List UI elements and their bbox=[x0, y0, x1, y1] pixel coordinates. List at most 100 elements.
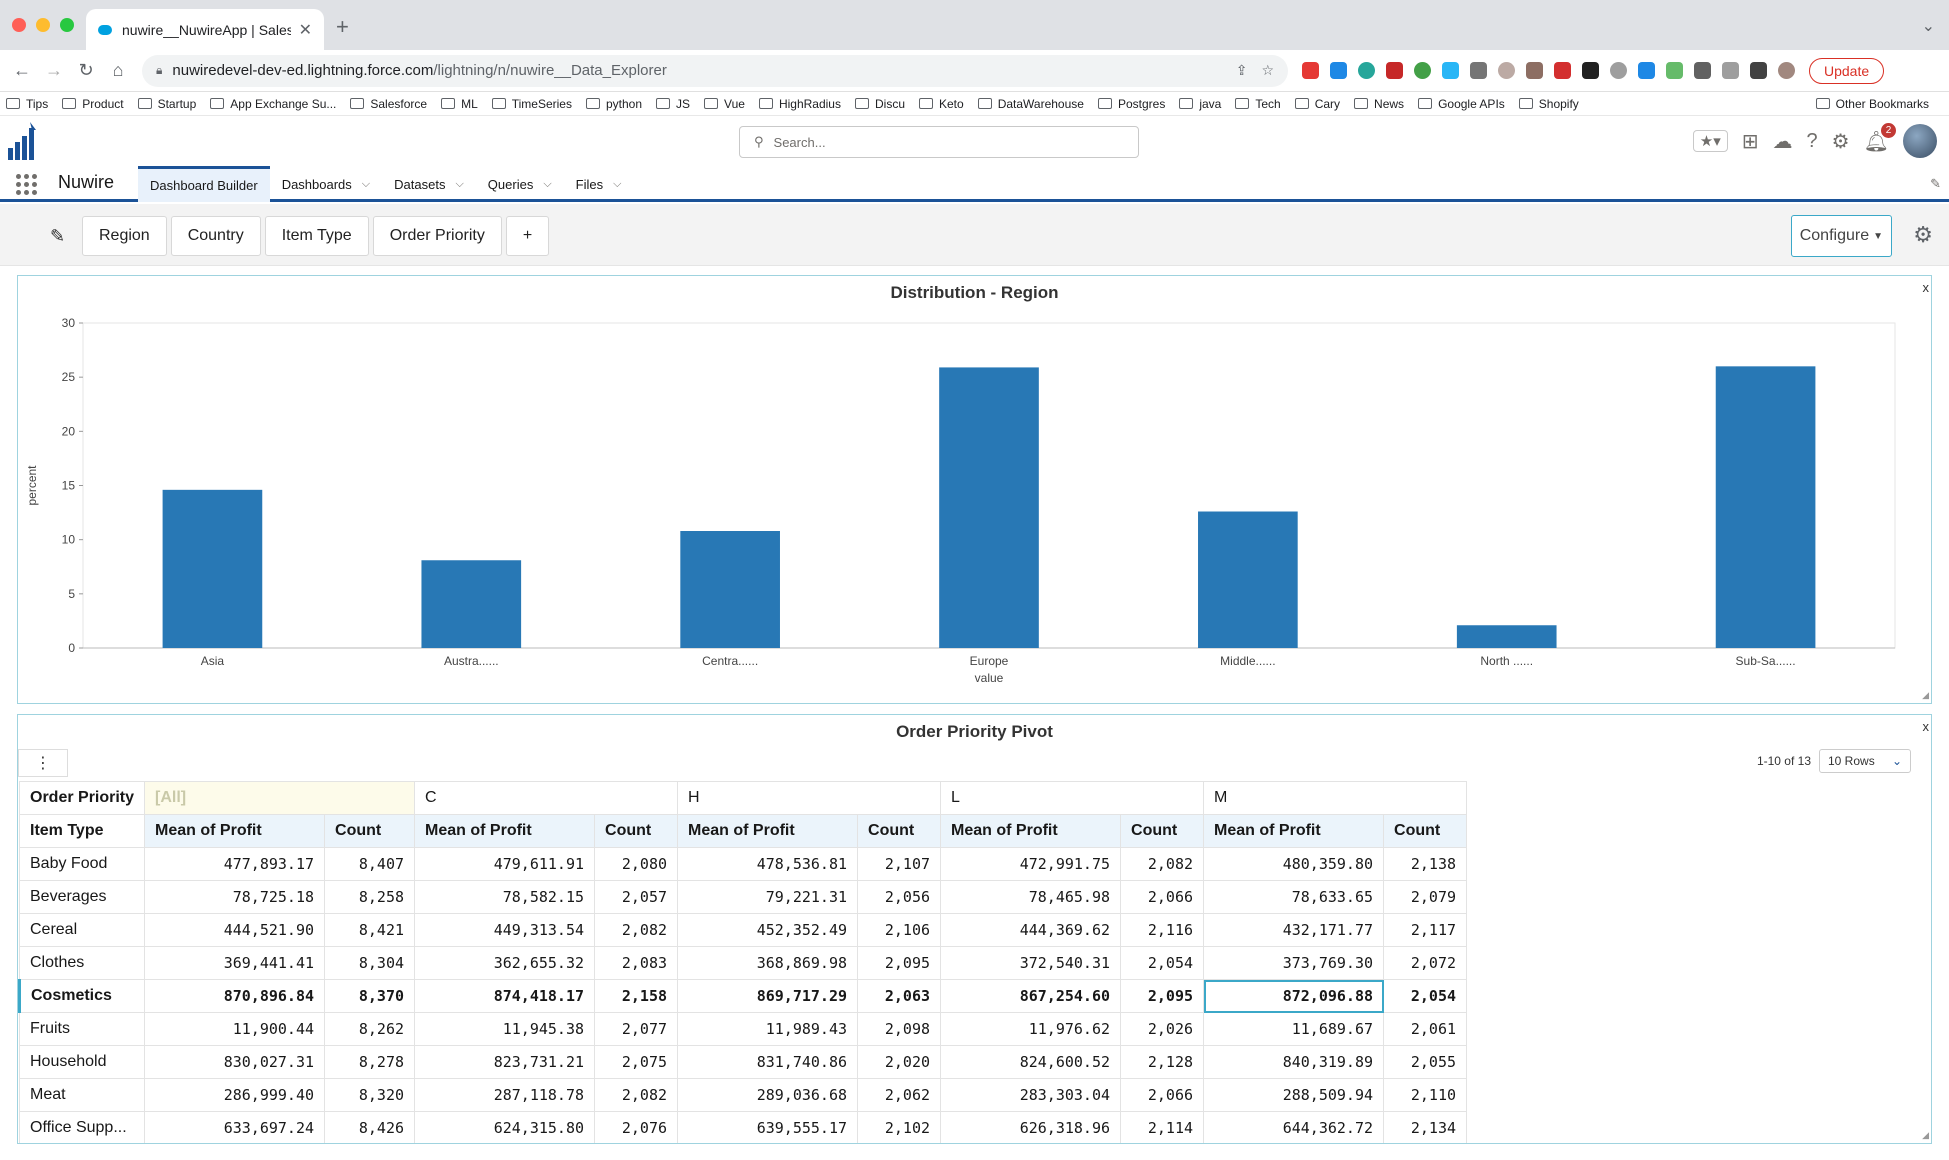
bookmark-item[interactable]: Discu bbox=[854, 97, 905, 111]
filter-button-order-priority[interactable]: Order Priority bbox=[372, 216, 502, 256]
add-filter-button[interactable]: + bbox=[505, 216, 550, 256]
measure-header-count[interactable]: Count bbox=[1383, 814, 1468, 848]
bookmark-item[interactable]: Postgres bbox=[1097, 97, 1165, 111]
column-group-header[interactable]: H bbox=[677, 781, 942, 815]
table-cell[interactable]: 872,096.88 bbox=[1203, 979, 1385, 1013]
row-label-cell[interactable]: Baby Food bbox=[18, 847, 146, 881]
table-cell[interactable]: 2,158 bbox=[594, 979, 679, 1013]
extension-icon[interactable] bbox=[1386, 62, 1403, 79]
table-cell[interactable]: 870,896.84 bbox=[144, 979, 326, 1013]
measure-header-mean-profit[interactable]: Mean of Profit bbox=[940, 814, 1122, 848]
table-cell[interactable]: 2,076 bbox=[594, 1111, 679, 1143]
table-cell[interactable]: 633,697.24 bbox=[144, 1111, 326, 1143]
measure-header-count[interactable]: Count bbox=[1120, 814, 1205, 848]
edit-pencil-icon[interactable]: ✎ bbox=[50, 226, 66, 246]
table-cell[interactable]: 452,352.49 bbox=[677, 913, 859, 947]
measure-header-count[interactable]: Count bbox=[594, 814, 679, 848]
table-cell[interactable]: 287,118.78 bbox=[414, 1078, 596, 1112]
table-cell[interactable]: 869,717.29 bbox=[677, 979, 859, 1013]
bookmark-item[interactable]: java bbox=[1179, 97, 1221, 111]
bookmark-item[interactable]: News bbox=[1354, 97, 1404, 111]
nav-tab-dashboards[interactable]: Dashboards ⌵ bbox=[270, 166, 382, 202]
table-cell[interactable]: 289,036.68 bbox=[677, 1078, 859, 1112]
setup-gear-icon[interactable]: ⚙ bbox=[1831, 130, 1850, 153]
new-tab-icon[interactable]: + bbox=[336, 14, 349, 39]
table-cell[interactable]: 478,536.81 bbox=[677, 847, 859, 881]
table-cell[interactable]: 2,054 bbox=[1120, 946, 1205, 980]
table-cell[interactable]: 8,262 bbox=[324, 1012, 416, 1046]
table-cell[interactable]: 2,079 bbox=[1383, 880, 1468, 914]
minimize-window-button[interactable] bbox=[36, 18, 50, 32]
adblock-icon[interactable] bbox=[1302, 62, 1319, 79]
favorites-star-icon[interactable]: ★▾ bbox=[1692, 130, 1728, 152]
extension-icon[interactable] bbox=[1526, 62, 1543, 79]
table-row[interactable]: Cereal 444,521.90 8,421 449,313.54 2,082 452,… bbox=[18, 913, 1468, 947]
table-cell[interactable]: 8,320 bbox=[324, 1078, 416, 1112]
bookmark-item[interactable]: DataWarehouse bbox=[977, 97, 1084, 111]
table-cell[interactable]: 362,655.32 bbox=[414, 946, 596, 980]
table-cell[interactable]: 2,026 bbox=[1120, 1012, 1205, 1046]
table-cell[interactable]: 2,055 bbox=[1383, 1045, 1468, 1079]
table-cell[interactable]: 2,095 bbox=[1120, 979, 1205, 1013]
table-cell[interactable]: 824,600.52 bbox=[940, 1045, 1122, 1079]
table-cell[interactable]: 2,102 bbox=[857, 1111, 942, 1143]
extension-icon[interactable] bbox=[1470, 62, 1487, 79]
extension-icon[interactable] bbox=[1666, 62, 1683, 79]
table-cell[interactable]: 2,063 bbox=[857, 979, 942, 1013]
table-cell[interactable]: 2,077 bbox=[594, 1012, 679, 1046]
user-avatar[interactable] bbox=[1903, 124, 1937, 158]
share-icon[interactable]: ⇪ bbox=[1235, 62, 1248, 78]
table-cell[interactable]: 2,107 bbox=[857, 847, 942, 881]
table-cell[interactable]: 286,999.40 bbox=[144, 1078, 326, 1112]
bookmark-item[interactable]: App Exchange Su... bbox=[210, 97, 336, 111]
table-cell[interactable]: 2,020 bbox=[857, 1045, 942, 1079]
filter-button-item-type[interactable]: Item Type bbox=[264, 216, 369, 256]
bookmark-item[interactable]: Keto bbox=[919, 97, 964, 111]
table-row[interactable]: Household 830,027.31 8,278 823,731.21 2,075 8… bbox=[18, 1045, 1468, 1079]
column-group-header[interactable]: L bbox=[940, 781, 1205, 815]
table-cell[interactable]: 11,976.62 bbox=[940, 1012, 1122, 1046]
table-row[interactable]: Meat 286,999.40 8,320 287,118.78 2,082 289,03… bbox=[18, 1078, 1468, 1112]
table-cell[interactable]: 823,731.21 bbox=[414, 1045, 596, 1079]
table-cell[interactable]: 78,725.18 bbox=[144, 880, 326, 914]
bookmark-item[interactable]: Tech bbox=[1235, 97, 1281, 111]
nav-tab-files[interactable]: Files ⌵ bbox=[564, 166, 634, 202]
extension-icon[interactable] bbox=[1582, 62, 1599, 79]
global-search-input[interactable]: ⚲ Search... bbox=[739, 126, 1139, 158]
notifications-bell-icon[interactable]: 🔔︎ 2 bbox=[1864, 122, 1896, 154]
chevron-down-icon[interactable]: ⌵ bbox=[613, 177, 622, 190]
bookmark-item[interactable]: ML bbox=[441, 97, 478, 111]
table-cell[interactable]: 79,221.31 bbox=[677, 880, 859, 914]
bookmark-item[interactable]: Salesforce bbox=[350, 97, 427, 111]
table-cell[interactable]: 624,315.80 bbox=[414, 1111, 596, 1143]
cookie-icon[interactable] bbox=[1498, 62, 1515, 79]
row-label-cell[interactable]: Clothes bbox=[18, 946, 146, 980]
bookmark-item[interactable]: Product bbox=[62, 97, 124, 111]
table-cell[interactable]: 830,027.31 bbox=[144, 1045, 326, 1079]
puzzle-icon[interactable] bbox=[1694, 62, 1711, 79]
filter-button-country[interactable]: Country bbox=[170, 216, 261, 256]
other-bookmarks[interactable]: Other Bookmarks bbox=[1815, 97, 1929, 111]
settings-gear-icon[interactable]: ⚙ bbox=[1913, 222, 1933, 247]
measure-header-mean-profit[interactable]: Mean of Profit bbox=[414, 814, 596, 848]
table-cell[interactable]: 373,769.30 bbox=[1203, 946, 1385, 980]
row-label-cell[interactable]: Household bbox=[18, 1045, 146, 1079]
chevron-down-icon[interactable]: ⌵ bbox=[455, 177, 464, 190]
global-create-icon[interactable]: ⊞ bbox=[1741, 130, 1759, 153]
home-icon[interactable]: ⌂ bbox=[112, 60, 124, 80]
bookmark-star-icon[interactable]: ☆ bbox=[1261, 62, 1274, 78]
table-cell[interactable]: 78,582.15 bbox=[414, 880, 596, 914]
measure-header-mean-profit[interactable]: Mean of Profit bbox=[677, 814, 859, 848]
lock-icon[interactable]: 🔒︎ bbox=[156, 63, 163, 77]
row-label-cell[interactable]: Office Supp... bbox=[18, 1111, 146, 1143]
table-cell[interactable]: 78,465.98 bbox=[940, 880, 1122, 914]
measure-header-mean-profit[interactable]: Mean of Profit bbox=[144, 814, 326, 848]
bookmark-item[interactable]: Startup bbox=[137, 97, 196, 111]
tab-search-icon[interactable]: ⌄ bbox=[1921, 18, 1935, 35]
table-cell[interactable]: 2,056 bbox=[857, 880, 942, 914]
profile-avatar[interactable] bbox=[1778, 62, 1795, 79]
table-cell[interactable]: 2,138 bbox=[1383, 847, 1468, 881]
table-cell[interactable]: 2,110 bbox=[1383, 1078, 1468, 1112]
row-label-cell[interactable]: Meat bbox=[18, 1078, 146, 1112]
table-cell[interactable]: 867,254.60 bbox=[940, 979, 1122, 1013]
